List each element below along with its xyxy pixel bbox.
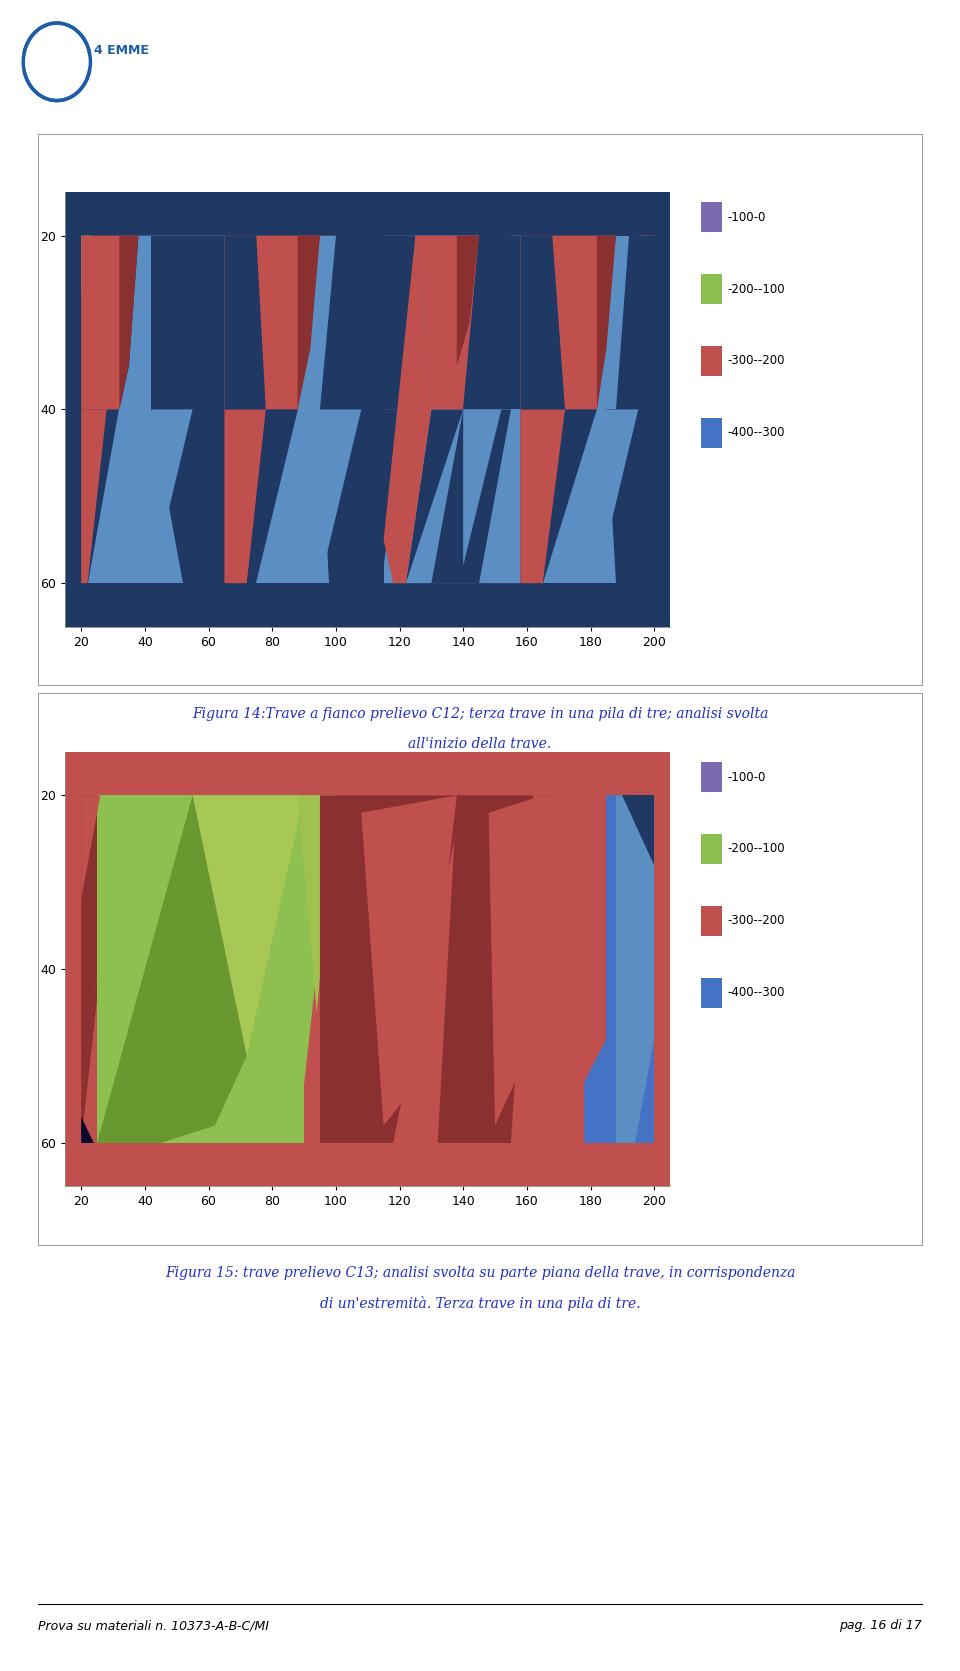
Polygon shape xyxy=(320,795,463,1143)
Polygon shape xyxy=(463,236,520,409)
Polygon shape xyxy=(597,236,654,409)
Polygon shape xyxy=(82,1116,94,1143)
Polygon shape xyxy=(152,409,225,583)
Polygon shape xyxy=(584,1039,607,1143)
Text: -300--200: -300--200 xyxy=(728,354,785,368)
Text: 4 EMME: 4 EMME xyxy=(94,43,150,57)
Polygon shape xyxy=(520,236,565,409)
Polygon shape xyxy=(384,409,406,566)
Polygon shape xyxy=(384,236,479,409)
Text: -300--200: -300--200 xyxy=(728,914,785,927)
Polygon shape xyxy=(82,236,138,409)
Text: -100-0: -100-0 xyxy=(728,211,766,224)
Polygon shape xyxy=(320,236,384,409)
Polygon shape xyxy=(298,236,336,409)
Text: -400--300: -400--300 xyxy=(728,426,785,439)
Polygon shape xyxy=(616,795,654,1143)
Polygon shape xyxy=(542,409,654,583)
Text: Figura 15: trave prelievo C13; analisi svolta su parte piana della trave, in cor: Figura 15: trave prelievo C13; analisi s… xyxy=(165,1267,795,1280)
Polygon shape xyxy=(82,795,119,1100)
Text: all'inizio della trave.: all'inizio della trave. xyxy=(408,737,552,750)
Polygon shape xyxy=(82,236,91,296)
Text: Prova su materiali n. 10373-A-B-C/MI: Prova su materiali n. 10373-A-B-C/MI xyxy=(38,1619,270,1633)
Polygon shape xyxy=(225,409,266,583)
Polygon shape xyxy=(431,409,511,583)
Polygon shape xyxy=(97,795,304,1143)
Polygon shape xyxy=(225,236,320,409)
Polygon shape xyxy=(320,409,361,583)
Polygon shape xyxy=(622,795,654,866)
Polygon shape xyxy=(511,795,607,1143)
Polygon shape xyxy=(597,236,654,409)
Polygon shape xyxy=(616,236,654,409)
Text: -200--100: -200--100 xyxy=(728,282,785,296)
Polygon shape xyxy=(361,795,457,1126)
Polygon shape xyxy=(457,236,479,366)
Polygon shape xyxy=(416,236,479,409)
Polygon shape xyxy=(489,795,542,1126)
Polygon shape xyxy=(298,236,384,409)
Polygon shape xyxy=(152,409,193,583)
Polygon shape xyxy=(256,409,384,583)
Polygon shape xyxy=(384,236,431,583)
Polygon shape xyxy=(298,236,320,409)
Polygon shape xyxy=(607,409,654,583)
Text: -400--300: -400--300 xyxy=(728,986,785,999)
Polygon shape xyxy=(320,795,607,1143)
Text: -200--100: -200--100 xyxy=(728,842,785,856)
Polygon shape xyxy=(119,236,138,409)
Polygon shape xyxy=(520,409,565,583)
Polygon shape xyxy=(438,795,552,1143)
Polygon shape xyxy=(82,409,107,583)
Polygon shape xyxy=(597,236,616,409)
Polygon shape xyxy=(87,409,225,583)
Polygon shape xyxy=(193,795,304,1056)
Polygon shape xyxy=(607,795,654,1143)
Polygon shape xyxy=(82,795,100,899)
Polygon shape xyxy=(152,236,225,409)
Text: pag. 16 di 17: pag. 16 di 17 xyxy=(839,1619,922,1633)
Text: di un'estremità. Terza trave in una pila di tre.: di un'estremità. Terza trave in una pila… xyxy=(320,1297,640,1310)
Polygon shape xyxy=(82,795,119,1143)
Polygon shape xyxy=(384,409,431,583)
Polygon shape xyxy=(406,236,520,583)
Polygon shape xyxy=(320,409,384,583)
Polygon shape xyxy=(97,795,247,1143)
Text: Figura 14:Trave a fianco prelievo C12; terza trave in una pila di tre; analisi s: Figura 14:Trave a fianco prelievo C12; t… xyxy=(192,707,768,720)
Polygon shape xyxy=(463,409,501,566)
Polygon shape xyxy=(119,236,225,409)
Polygon shape xyxy=(298,795,336,1013)
Polygon shape xyxy=(384,236,416,409)
Polygon shape xyxy=(597,409,638,583)
Polygon shape xyxy=(273,795,336,1143)
Text: -100-0: -100-0 xyxy=(728,770,766,784)
Polygon shape xyxy=(520,236,616,409)
Polygon shape xyxy=(225,236,266,409)
